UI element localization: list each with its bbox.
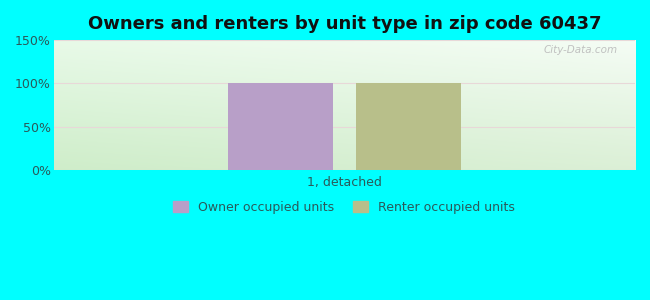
Text: City-Data.com: City-Data.com [543, 45, 618, 55]
Legend: Owner occupied units, Renter occupied units: Owner occupied units, Renter occupied un… [168, 196, 520, 219]
Bar [228, 83, 333, 170]
Title: Owners and renters by unit type in zip code 60437: Owners and renters by unit type in zip c… [88, 15, 601, 33]
Bar [356, 83, 461, 170]
